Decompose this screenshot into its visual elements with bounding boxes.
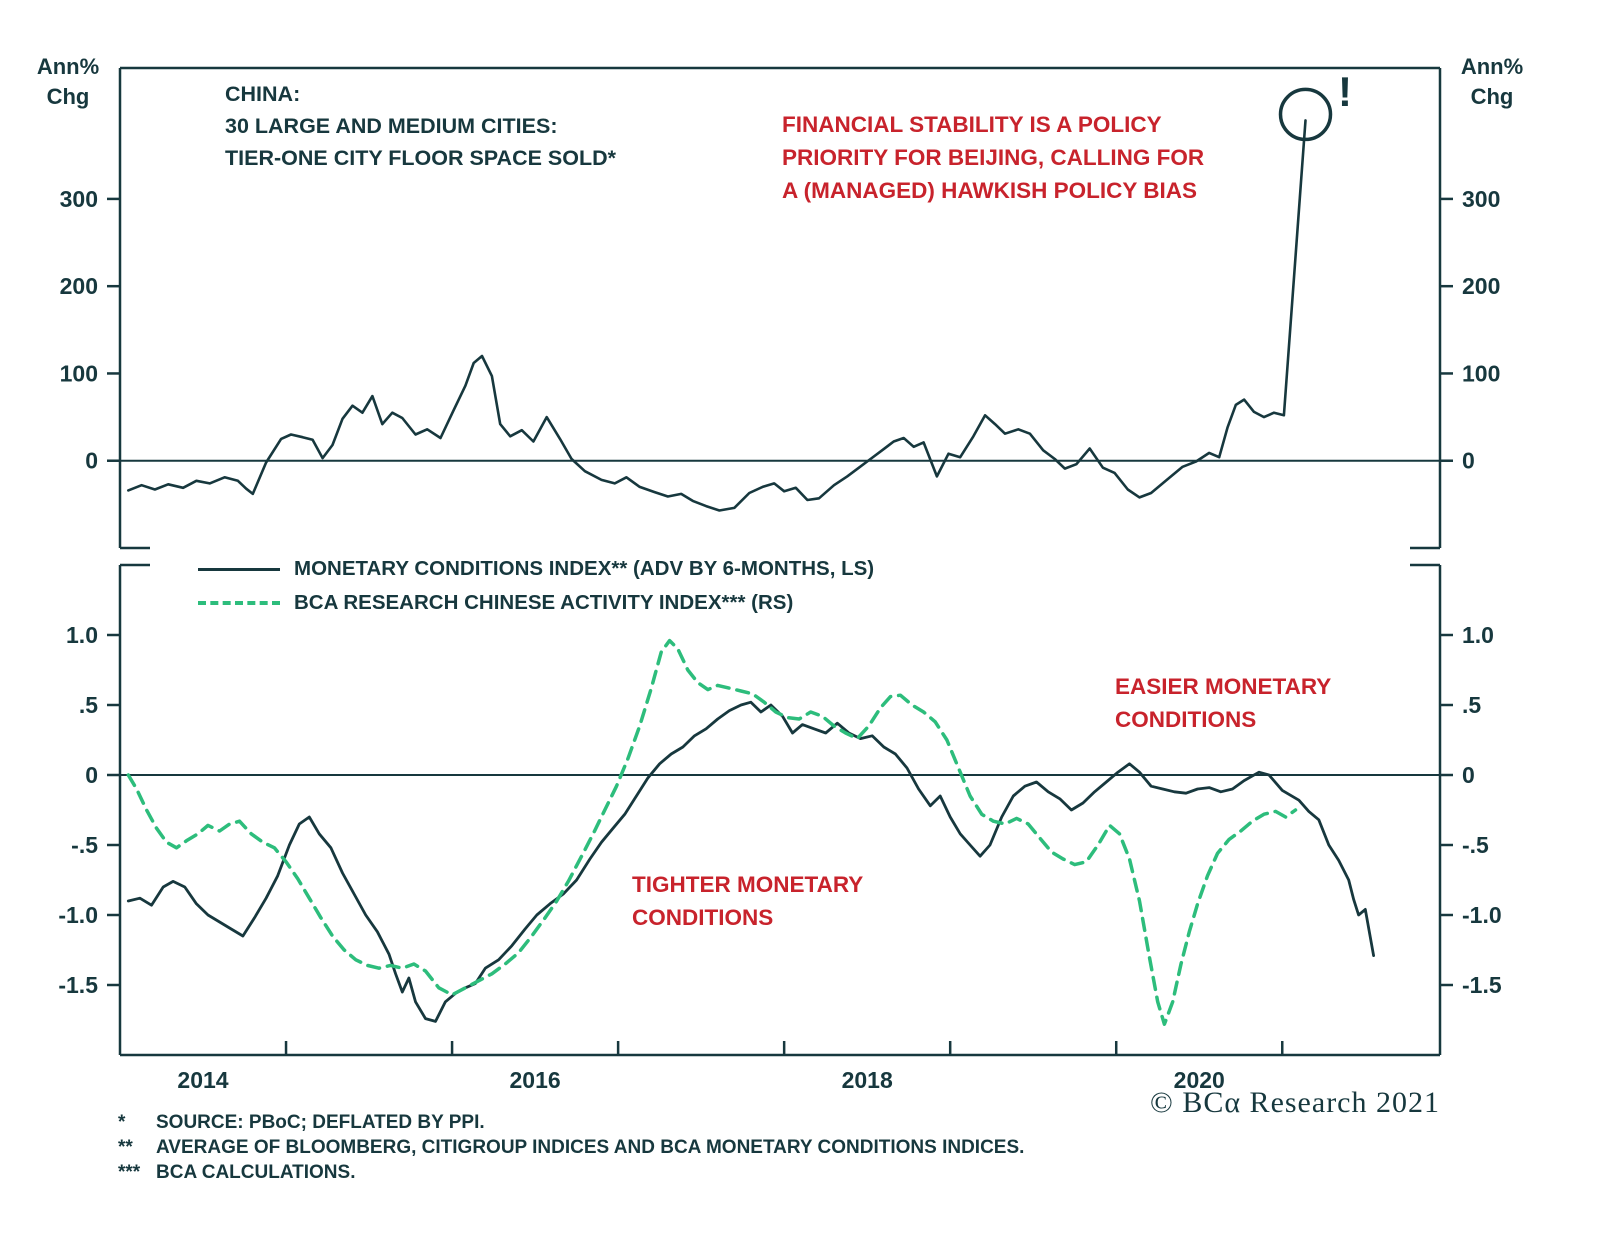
footnote-1-text: SOURCE: PBoC; DEFLATED BY PPI. bbox=[156, 1112, 485, 1133]
legend-item-chinese-activity: BCA RESEARCH CHINESE ACTIVITY INDEX*** (… bbox=[198, 586, 874, 620]
tighter-conditions-annotation: TIGHTER MONETARY CONDITIONS bbox=[632, 872, 864, 930]
footnote-2: ** AVERAGE OF BLOOMBERG, CITIGROUP INDIC… bbox=[118, 1135, 1024, 1160]
x-tick-label: 2016 bbox=[510, 1067, 561, 1093]
policy-annotation: FINANCIAL STABILITY IS A POLICY PRIORITY… bbox=[782, 112, 1205, 203]
y-tick-label-right: -1.0 bbox=[1462, 902, 1502, 928]
footnote-3-marker: *** bbox=[118, 1162, 141, 1183]
solid-line-sample-icon bbox=[198, 567, 280, 571]
footnotes: * SOURCE: PBoC; DEFLATED BY PPI. ** AVER… bbox=[118, 1110, 1024, 1185]
x-tick-label: 2014 bbox=[177, 1067, 228, 1093]
y-tick-label-right: -1.5 bbox=[1462, 972, 1502, 998]
y-tick-label-left: -1.5 bbox=[58, 972, 98, 998]
x-tick-label: 2018 bbox=[842, 1067, 893, 1093]
x-tick-label: 2020 bbox=[1174, 1067, 1225, 1093]
monetary-conditions-line bbox=[126, 700, 1375, 1023]
y-axis-unit-top-left: Ann% Chg bbox=[36, 54, 100, 109]
y-tick-label-left: -1.0 bbox=[58, 902, 98, 928]
y-tick-label-left: 100 bbox=[60, 360, 98, 386]
spike-highlight-circle bbox=[1278, 87, 1333, 142]
footnote-2-marker: ** bbox=[118, 1137, 133, 1158]
y-tick-label-left: 0 bbox=[85, 448, 98, 474]
floor-space-sold-line bbox=[127, 119, 1307, 512]
y-tick-label-right: 0 bbox=[1462, 762, 1475, 788]
footnote-3: *** BCA CALCULATIONS. bbox=[118, 1160, 1024, 1185]
legend: MONETARY CONDITIONS INDEX** (ADV BY 6-MO… bbox=[198, 552, 874, 620]
y-tick-label-right: 100 bbox=[1462, 360, 1500, 386]
y-axis-unit-top-right: Ann% Chg bbox=[1460, 54, 1524, 109]
chinese-activity-line bbox=[126, 638, 1298, 1026]
y-tick-label-right: 200 bbox=[1462, 273, 1500, 299]
copyright: © BCα Research 2021 bbox=[1150, 1086, 1440, 1119]
legend-label-chinese-activity: BCA RESEARCH CHINESE ACTIVITY INDEX*** (… bbox=[294, 591, 794, 614]
footnote-3-text: BCA CALCULATIONS. bbox=[156, 1162, 356, 1183]
y-tick-label-right: .5 bbox=[1462, 692, 1481, 718]
dashed-line-sample-icon bbox=[198, 601, 280, 605]
chart-title: CHINA: 30 LARGE AND MEDIUM CITIES: TIER-… bbox=[225, 82, 617, 170]
footnote-1-marker: * bbox=[118, 1112, 126, 1133]
y-tick-label-right: -.5 bbox=[1462, 832, 1489, 858]
y-tick-label-right: 0 bbox=[1462, 448, 1475, 474]
y-tick-label-right: 1.0 bbox=[1462, 622, 1494, 648]
y-tick-label-left: 1.0 bbox=[66, 622, 98, 648]
y-tick-label-right: 300 bbox=[1462, 186, 1500, 212]
footnote-1: * SOURCE: PBoC; DEFLATED BY PPI. bbox=[118, 1110, 1024, 1135]
y-tick-label-left: .5 bbox=[79, 692, 98, 718]
footnote-2-text: AVERAGE OF BLOOMBERG, CITIGROUP INDICES … bbox=[156, 1137, 1025, 1158]
y-tick-label-left: 200 bbox=[60, 273, 98, 299]
legend-label-monetary-conditions: MONETARY CONDITIONS INDEX** (ADV BY 6-MO… bbox=[294, 557, 875, 580]
y-tick-label-left: 300 bbox=[60, 186, 98, 212]
y-tick-label-left: 0 bbox=[85, 762, 98, 788]
easier-conditions-annotation: EASIER MONETARY CONDITIONS bbox=[1115, 674, 1332, 732]
exclamation-mark: ! bbox=[1338, 68, 1352, 115]
y-tick-label-left: -.5 bbox=[71, 832, 98, 858]
legend-item-monetary-conditions: MONETARY CONDITIONS INDEX** (ADV BY 6-MO… bbox=[198, 552, 874, 586]
